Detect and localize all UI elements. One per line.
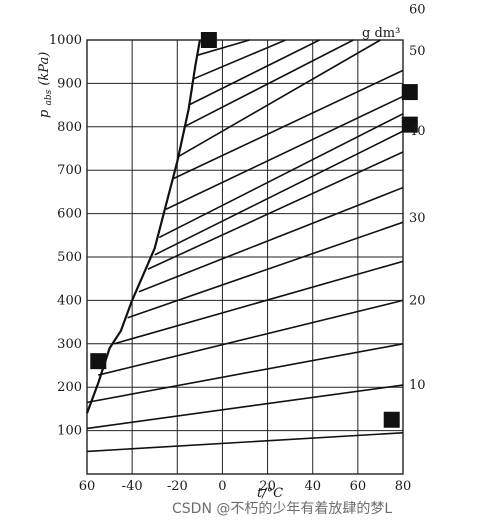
density-line [86,343,404,404]
density-line [183,39,354,128]
density-line [127,221,404,319]
markers [90,32,418,428]
y-tick-label: 400 [57,293,82,308]
density-line [188,39,320,106]
x-tick-label: 60 [350,479,367,494]
y-axis-title-main: p [37,109,52,118]
y-tick-label: 300 [57,337,82,352]
y-tick-label: 800 [57,120,82,135]
square-marker [90,353,107,370]
square-marker [200,32,217,48]
density-line [86,431,404,453]
saturation-curve [85,39,201,414]
right-tick-label: 50 [409,44,426,59]
y-tick-labels: 100 200 300 400 500 600 700 800 900 1000 [49,33,82,439]
square-marker [401,84,418,101]
x-tick-label: 40 [304,479,321,494]
density-line [176,39,381,158]
y-axis-title-sub: abs [44,89,54,105]
density-line [98,299,404,376]
density-line [86,384,404,430]
x-axis-title: t/°C [257,486,283,501]
y-tick-label: 1000 [49,33,82,48]
y-axis-title-unit: (kPa) [37,52,52,86]
y-tick-label: 500 [57,250,82,265]
right-tick-label: 60 [409,3,426,18]
x-tick-label: -40 [122,479,143,494]
right-tick-label: 20 [409,293,426,308]
density-line [172,69,404,180]
y-axis-title: p abs (kPa) [37,52,55,118]
density-line [113,260,404,345]
right-tick-label: 30 [409,211,426,226]
x-tick-label: 60 [79,479,96,494]
y-tick-label: 900 [57,76,82,91]
square-marker [383,411,400,428]
y-tick-label: 200 [57,380,82,395]
x-tick-label: 20 [259,479,276,494]
right-tick-label: 40 [409,124,426,139]
square-marker [401,116,418,133]
density-line [192,39,286,80]
density-line [165,95,404,210]
saturation-curve-group [85,39,201,414]
right-tick-label: 10 [409,378,426,393]
density-line [154,130,404,256]
density-line [197,39,250,56]
density-lines [86,39,404,453]
right-axis-unit: g dm³ [362,26,400,41]
x-tick-label: 0 [218,479,226,494]
y-tick-label: 600 [57,207,82,222]
y-tick-label: 700 [57,163,82,178]
density-line [147,151,404,270]
x-tick-label: 80 [395,479,412,494]
grid [86,39,404,475]
x-tick-labels: 60 -40 -20 0 20 40 60 80 [79,479,412,494]
density-line [158,113,404,239]
x-tick-label: -20 [167,479,188,494]
y-tick-label: 100 [57,424,82,439]
density-line [138,186,404,293]
right-tick-labels: 10 20 30 40 50 60 [409,3,426,393]
watermark: CSDN @不朽的少年有着放肆的梦L [172,501,392,517]
